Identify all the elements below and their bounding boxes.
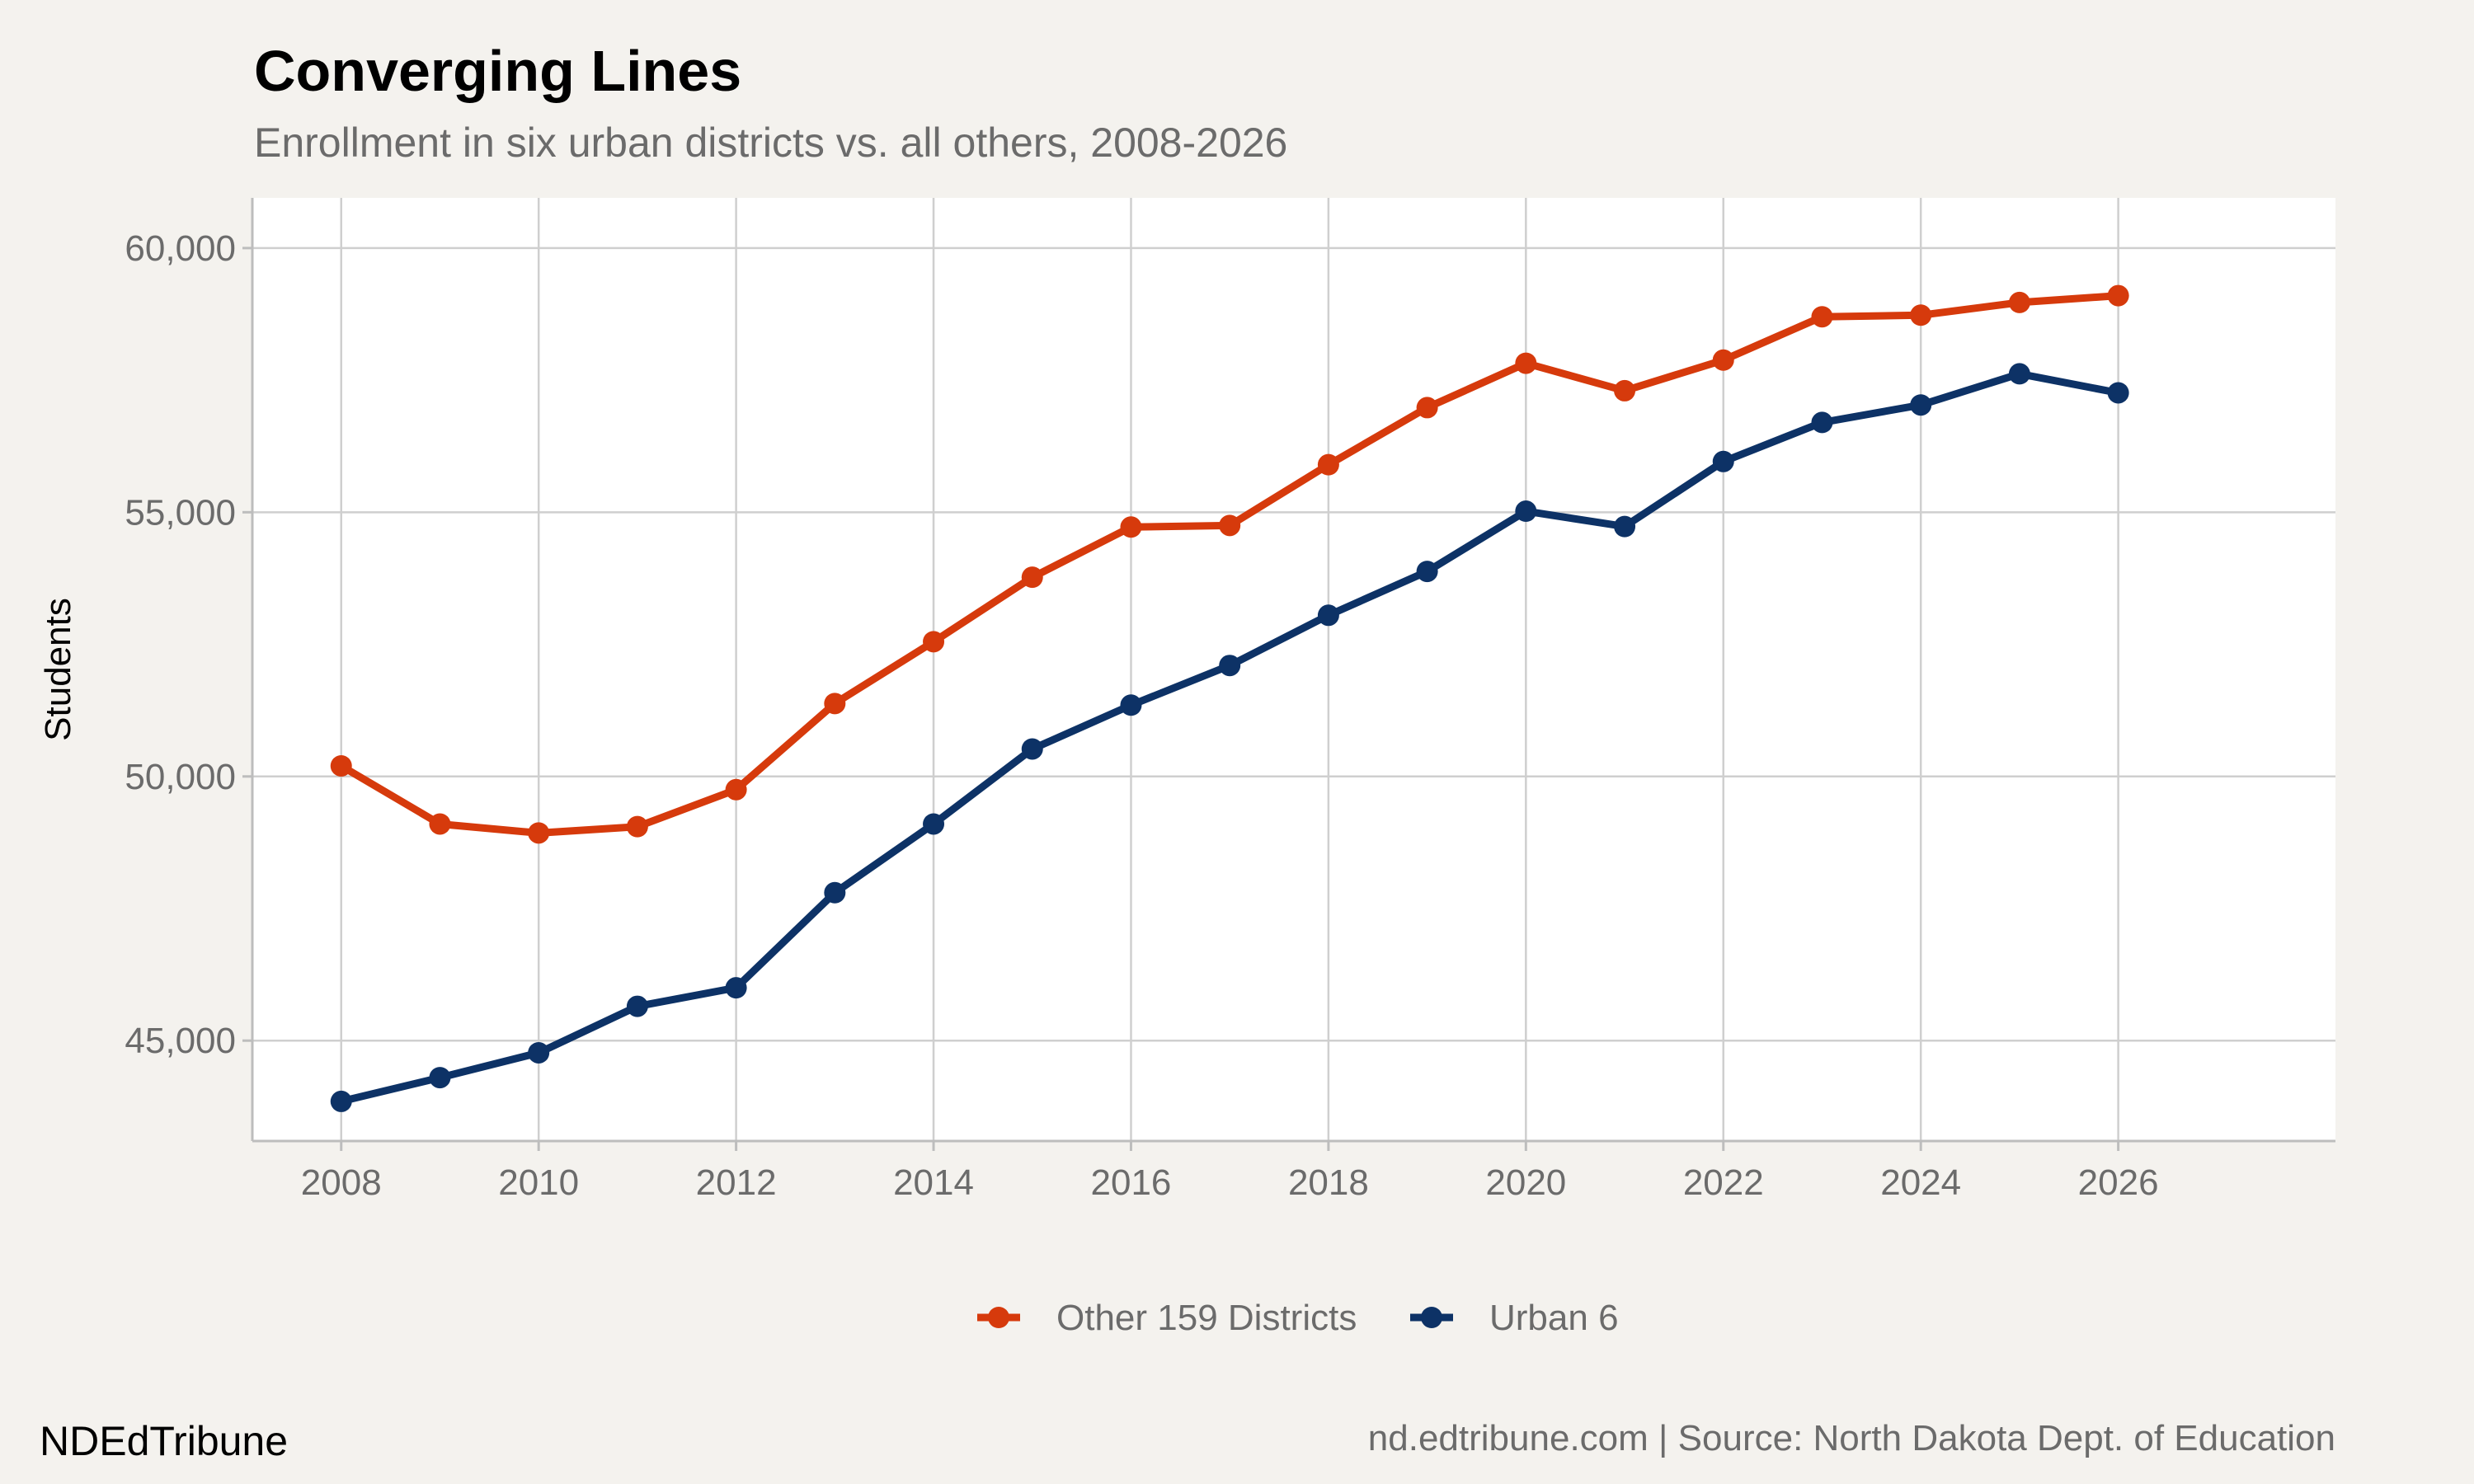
data-point-urban-6 xyxy=(2008,363,2030,385)
data-point-urban-6 xyxy=(1120,694,1142,716)
data-point-urban-6 xyxy=(725,977,747,999)
plot-panel xyxy=(252,198,2335,1141)
x-tick-label: 2008 xyxy=(301,1162,382,1203)
x-tick-label: 2010 xyxy=(498,1162,579,1203)
x-tick-labels: 2008 2010 2012 2014 2016 2018 2020 2022 2024 2026 xyxy=(301,1141,2159,1203)
data-point-urban-6 xyxy=(2107,382,2129,404)
data-point-urban-6 xyxy=(626,995,648,1017)
data-point-urban-6 xyxy=(923,813,945,835)
legend-swatch-marker xyxy=(1421,1307,1442,1328)
data-point-other-159-districts xyxy=(626,815,648,838)
y-tick-labels: 45,000 50,000 55,000 60,000 xyxy=(125,228,252,1061)
y-tick-label: 60,000 xyxy=(125,228,236,269)
y-axis-title: Students xyxy=(38,598,78,741)
x-tick-label: 2018 xyxy=(1288,1162,1369,1203)
data-point-other-159-districts xyxy=(1416,397,1438,419)
data-point-other-159-districts xyxy=(2008,291,2030,313)
series-other-159-districts xyxy=(330,284,2129,844)
data-point-urban-6 xyxy=(1021,738,1043,760)
series-urban-6 xyxy=(330,363,2129,1112)
data-point-other-159-districts xyxy=(528,822,550,844)
data-point-urban-6 xyxy=(1910,394,1932,416)
legend-label: Urban 6 xyxy=(1489,1298,1619,1338)
data-point-urban-6 xyxy=(429,1067,451,1089)
data-point-other-159-districts xyxy=(824,693,846,715)
legend-label: Other 159 Districts xyxy=(1056,1298,1357,1338)
data-point-urban-6 xyxy=(1515,500,1537,523)
data-point-other-159-districts xyxy=(2107,284,2129,307)
data-point-urban-6 xyxy=(1614,515,1636,538)
brand-label: NDEdTribune xyxy=(40,1418,288,1464)
x-tick-label: 2022 xyxy=(1683,1162,1764,1203)
legend-item-other-159-districts: Other 159 Districts xyxy=(977,1298,1357,1338)
y-tick-label: 55,000 xyxy=(125,492,236,533)
x-tick-label: 2024 xyxy=(1880,1162,1961,1203)
data-point-other-159-districts xyxy=(1712,349,1734,371)
data-point-other-159-districts xyxy=(1021,566,1043,589)
y-tick-label: 50,000 xyxy=(125,757,236,797)
x-tick-label: 2016 xyxy=(1091,1162,1172,1203)
legend-item-urban-6: Urban 6 xyxy=(1410,1298,1619,1338)
data-point-urban-6 xyxy=(1317,604,1339,627)
data-point-urban-6 xyxy=(528,1041,550,1064)
data-point-other-159-districts xyxy=(1317,453,1339,476)
y-tick-label: 45,000 xyxy=(125,1021,236,1061)
x-tick-label: 2026 xyxy=(2078,1162,2159,1203)
chart-subtitle: Enrollment in six urban districts vs. al… xyxy=(254,120,1287,166)
data-point-urban-6 xyxy=(1712,450,1734,472)
data-point-urban-6 xyxy=(824,881,846,904)
chart-title: Converging Lines xyxy=(254,39,741,103)
source-caption: nd.edtribune.com | Source: North Dakota … xyxy=(1368,1418,2335,1458)
x-tick-label: 2014 xyxy=(893,1162,974,1203)
data-point-other-159-districts xyxy=(1219,514,1241,537)
data-point-other-159-districts xyxy=(1515,352,1537,374)
data-point-other-159-districts xyxy=(725,778,747,801)
data-point-other-159-districts xyxy=(429,813,451,835)
legend-swatch-marker xyxy=(988,1307,1009,1328)
data-point-other-159-districts xyxy=(923,631,945,653)
data-point-urban-6 xyxy=(1219,655,1241,677)
legend: Other 159 Districts Urban 6 xyxy=(977,1298,1619,1338)
data-point-other-159-districts xyxy=(1614,379,1636,402)
x-tick-label: 2012 xyxy=(696,1162,777,1203)
data-point-urban-6 xyxy=(1416,561,1438,583)
data-point-urban-6 xyxy=(1811,411,1833,434)
data-point-other-159-districts xyxy=(1910,304,1932,326)
data-point-urban-6 xyxy=(330,1090,352,1112)
x-tick-label: 2020 xyxy=(1485,1162,1566,1203)
series-layer xyxy=(330,284,2129,1112)
data-point-other-159-districts xyxy=(1120,516,1142,538)
data-point-other-159-districts xyxy=(1811,306,1833,328)
data-point-other-159-districts xyxy=(330,754,352,777)
